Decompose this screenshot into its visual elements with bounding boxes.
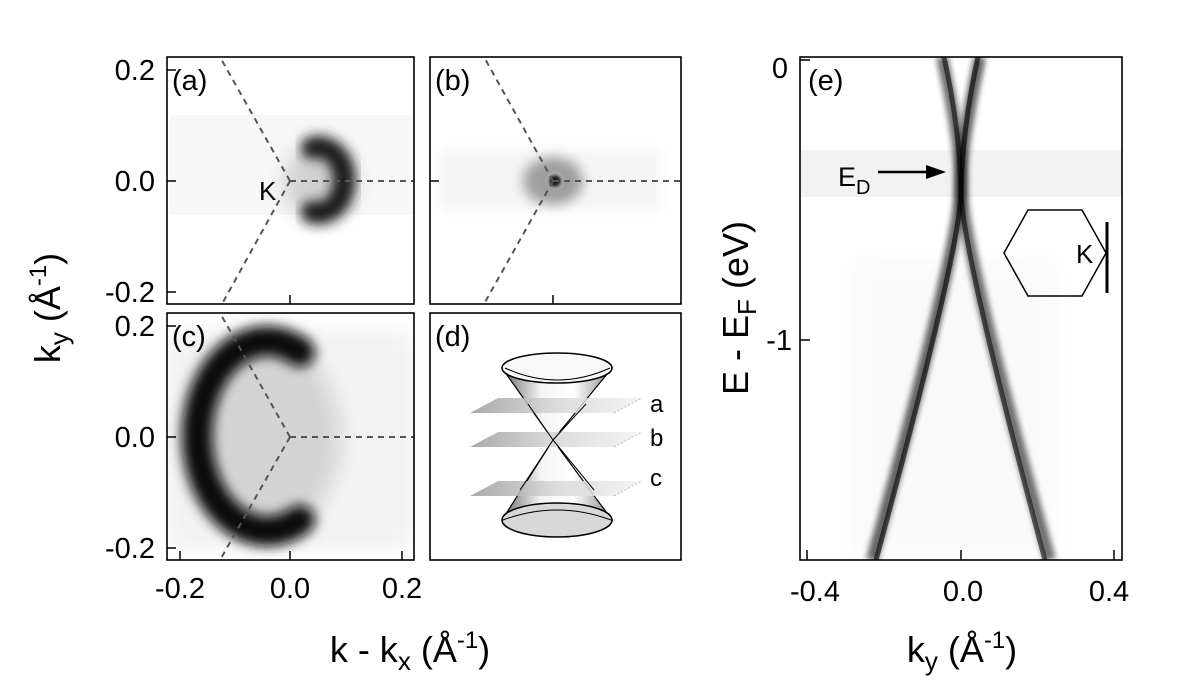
- plane-c-edge: [613, 480, 643, 497]
- energy-tick-label-0: 0: [772, 53, 788, 85]
- cone-line-right-lower: [552, 439, 595, 491]
- plane-b: [470, 432, 642, 447]
- ky-tick-0.2-top: 0.2: [115, 55, 155, 87]
- panel-e: (e) ED K: [799, 56, 1123, 561]
- panel-d-label: (d): [435, 321, 470, 353]
- ky-tick--0.2-top: -0.2: [105, 277, 155, 309]
- dirac-arrow-head: [926, 165, 946, 179]
- panel-a-halo: [284, 143, 356, 223]
- panel-a: (a) K: [166, 56, 415, 305]
- panel-d: (d) a b c: [429, 312, 682, 561]
- brillouin-zone-hexagon: [1003, 209, 1107, 297]
- dirac-point-label: ED: [838, 162, 870, 199]
- cone-line-left-upper: [527, 403, 554, 441]
- ky-tick-label-0.0: 0.0: [943, 576, 983, 608]
- ky-tick-0.0-bottom: 0.0: [115, 422, 155, 454]
- panel-b-bz-edge-upper: [483, 57, 554, 182]
- ky-tick-label-0.4: 0.4: [1089, 576, 1129, 608]
- panel-a-k-point-label: K: [259, 176, 277, 206]
- energy-tick-label--1: -1: [766, 325, 792, 357]
- cone-line-right-upper: [552, 403, 587, 441]
- plane-b-edge: [613, 431, 643, 448]
- left-y-axis-title: ky (Å-1): [25, 253, 74, 363]
- band-branch-right-core: [941, 57, 1048, 560]
- plane-c: [470, 481, 642, 496]
- lower-cone-base: [501, 502, 613, 538]
- panel-a-label: (a): [172, 65, 207, 97]
- panel-a-bz-edge-lower: [221, 180, 291, 304]
- upper-cone-rim: [501, 352, 613, 384]
- panel-c-halo: [180, 337, 340, 537]
- plane-b-label: b: [650, 425, 663, 452]
- ky-tick-label--0.4: -0.4: [790, 576, 840, 608]
- upper-cone-rim-inner: [504, 367, 611, 381]
- right-y-axis-title: E - EF (eV): [715, 221, 762, 395]
- panel-b: (b): [429, 56, 682, 305]
- panel-d-frame: [429, 312, 682, 561]
- plane-c-label: c: [650, 465, 662, 492]
- band-branch-left-core: [873, 57, 981, 560]
- plane-a-label: a: [650, 391, 664, 418]
- panel-b-label: (b): [435, 65, 470, 97]
- ky-tick-0.2-bottom: 0.2: [115, 311, 155, 343]
- lower-cone-base-inner: [502, 509, 612, 521]
- kx-tick-0.0: 0.0: [270, 573, 310, 605]
- right-x-axis-title: ky (Å-1): [907, 627, 1017, 676]
- panel-c-bz-edge-lower: [219, 436, 291, 560]
- bz-k-point-label: K: [1076, 239, 1094, 269]
- left-x-axis-title: k - kx (Å-1): [330, 627, 490, 676]
- panel-c-label: (c): [172, 321, 206, 353]
- ky-tick--0.2-bottom: -0.2: [105, 533, 155, 565]
- panel-e-label: (e): [808, 65, 843, 97]
- kx-tick-0.2: 0.2: [382, 573, 422, 605]
- panel-b-bz-edge-lower: [483, 180, 554, 304]
- panel-a-bz-edge-upper: [219, 57, 291, 182]
- ky-tick-0.0-top: 0.0: [115, 166, 155, 198]
- cone-line-left-lower: [519, 439, 554, 491]
- left-y-tick-labels: 0.2 0.0 -0.2 0.2 0.0 -0.2: [105, 55, 155, 565]
- left-x-tick-labels: -0.2 0.0 0.2: [155, 573, 422, 605]
- kx-tick--0.2: -0.2: [155, 573, 205, 605]
- panel-c-bz-edge-upper: [219, 313, 291, 438]
- panel-c: (c): [166, 312, 415, 561]
- plane-a: [470, 398, 642, 413]
- plane-a-edge: [613, 397, 643, 414]
